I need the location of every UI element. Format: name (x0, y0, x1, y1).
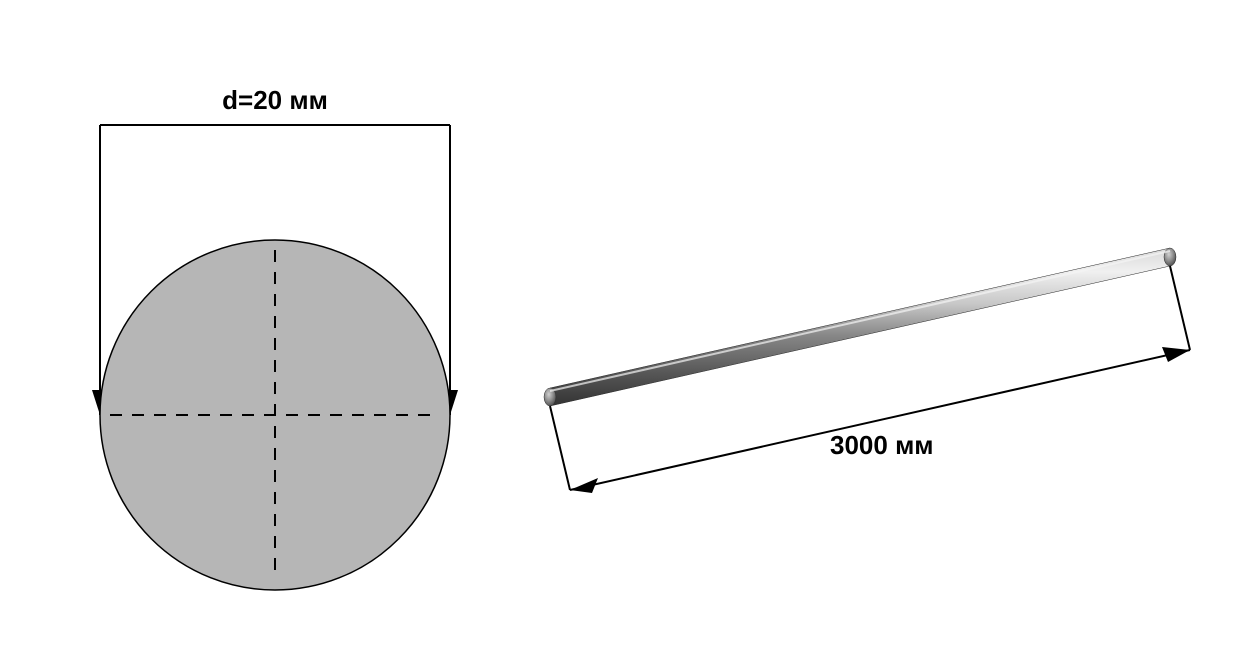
rod-highlight (550, 251, 1170, 391)
cross-section-svg (70, 80, 480, 600)
length-ext-right (1170, 266, 1190, 350)
diagram-container: d=20 мм (0, 0, 1240, 660)
rod-end-right (1164, 248, 1176, 266)
length-arrow-right (1162, 347, 1190, 362)
diameter-label: d=20 мм (222, 85, 328, 116)
length-ext-left (550, 406, 570, 490)
length-label: 3000 мм (830, 430, 934, 461)
cross-section-view: d=20 мм (70, 80, 480, 590)
length-arrow-left (570, 478, 598, 493)
rod-view: 3000 мм (530, 220, 1210, 500)
